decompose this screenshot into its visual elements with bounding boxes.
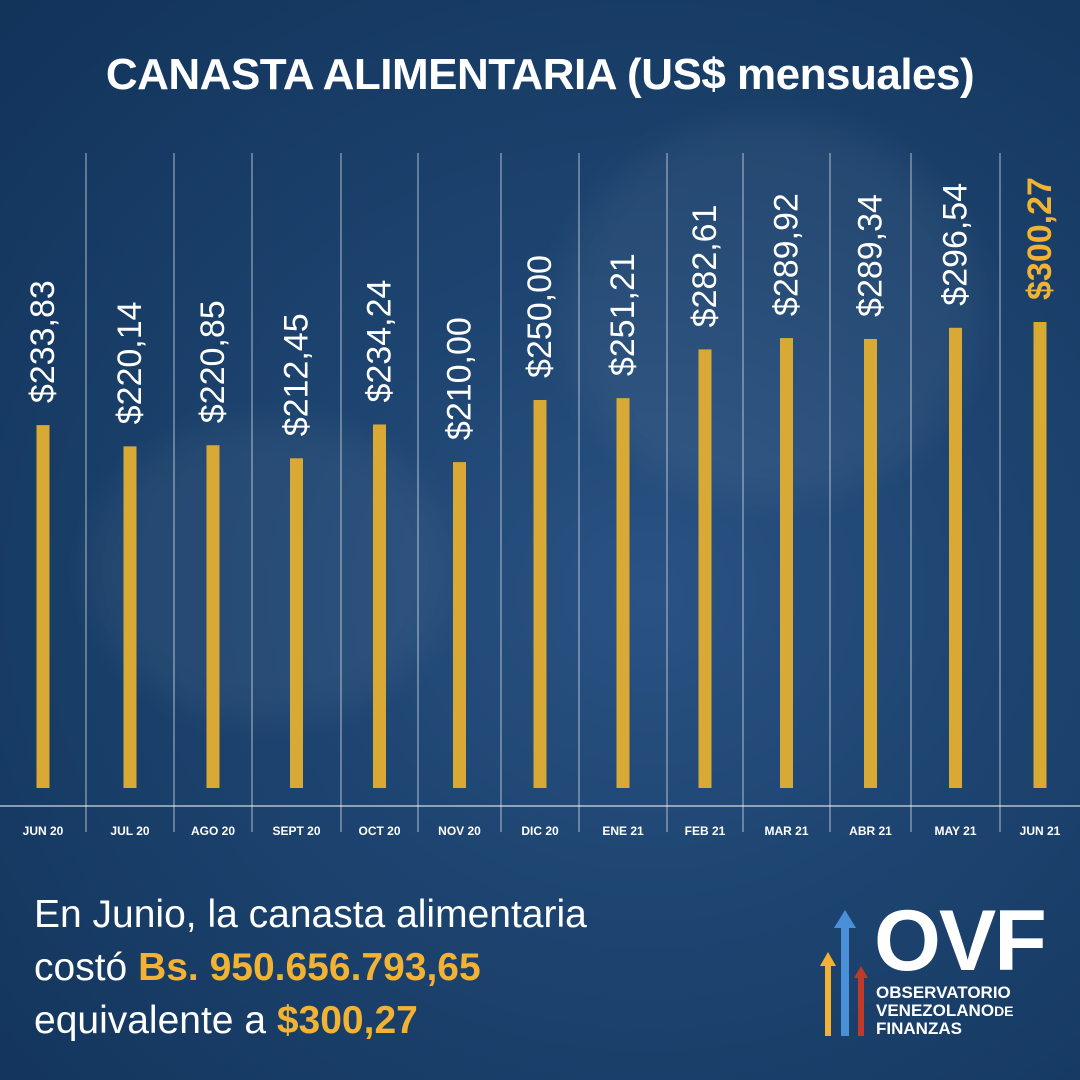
bar <box>1033 322 1047 788</box>
x-tick-label: OCT 20 <box>358 824 400 838</box>
x-tick-label: ABR 21 <box>849 824 892 838</box>
bar-value-label: $296,54 <box>937 183 975 306</box>
bar-value-label: $233,83 <box>24 280 62 403</box>
bar <box>864 338 877 788</box>
bar <box>36 425 50 788</box>
bar-value-label: $234,24 <box>361 280 399 403</box>
x-tick-label: JUN 20 <box>23 824 64 838</box>
logo-line-2-main: VENEZOLANO <box>876 1001 995 1020</box>
logo-line-2-suffix: DE <box>994 1003 1014 1019</box>
logo-line-2: VENEZOLANODE <box>876 1002 1014 1020</box>
footer-line-2-prefix: costó <box>34 946 139 989</box>
footer-line-1: En Junio, la canasta alimentaria <box>34 893 587 936</box>
background-texture <box>90 420 450 720</box>
footer-amount-usd: $300,27 <box>276 999 418 1042</box>
x-tick-label: NOV 20 <box>438 824 481 838</box>
x-tick-label: MAR 21 <box>764 824 808 838</box>
bar <box>698 349 712 788</box>
footer-amount-bs: Bs. 950.656.793,65 <box>138 946 481 989</box>
bar-value-label: $220,14 <box>111 301 149 424</box>
background-texture <box>560 120 980 500</box>
x-tick-label: JUL 20 <box>110 824 149 838</box>
bar-value-label: $289,34 <box>852 194 890 317</box>
logo-acronym: OVF <box>874 893 1047 989</box>
x-tick-label: ENE 21 <box>602 824 644 838</box>
footer-line-3-prefix: equivalente a <box>34 999 277 1042</box>
bar <box>616 398 630 788</box>
bar <box>123 446 137 788</box>
x-tick-label: FEB 21 <box>685 824 726 838</box>
ovf-logo: OVF OBSERVATORIO VENEZOLANODE FINANZAS <box>818 898 1058 1043</box>
bar <box>373 424 386 788</box>
bar <box>206 445 220 788</box>
bar-value-label: $282,61 <box>686 205 724 328</box>
x-tick-label: DIC 20 <box>521 824 559 838</box>
bar-value-label: $220,85 <box>194 300 232 423</box>
x-tick-label: AGO 20 <box>191 824 235 838</box>
footer-summary: En Junio, la canasta alimentaria costó B… <box>34 888 587 1047</box>
logo-line-1: OBSERVATORIO <box>876 983 1011 1002</box>
bar <box>949 327 962 788</box>
x-tick-label: SEPT 20 <box>272 824 320 838</box>
x-tick-label: JUN 21 <box>1020 824 1061 838</box>
logo-line-3: FINANZAS <box>876 1019 962 1038</box>
bar <box>780 338 793 788</box>
bar-value-label: $300,27 <box>1021 177 1059 300</box>
bar-value-label: $289,92 <box>768 193 806 316</box>
chart-title: CANASTA ALIMENTARIA (US$ mensuales) <box>105 50 975 99</box>
arrows-icon <box>820 910 868 1036</box>
bar-value-label: $212,45 <box>278 313 316 436</box>
bar <box>290 458 303 788</box>
bar <box>533 400 547 788</box>
bar-value-label: $250,00 <box>521 255 559 378</box>
x-tick-label: MAY 21 <box>934 824 976 838</box>
bar <box>453 462 466 788</box>
bar-value-label: $251,21 <box>604 253 642 376</box>
bar-value-label: $210,00 <box>441 317 479 440</box>
bar-chart: $233,83 JUN 20 $220,14 JUL 20 $220,85 AGO 20 $… <box>23 177 1061 838</box>
